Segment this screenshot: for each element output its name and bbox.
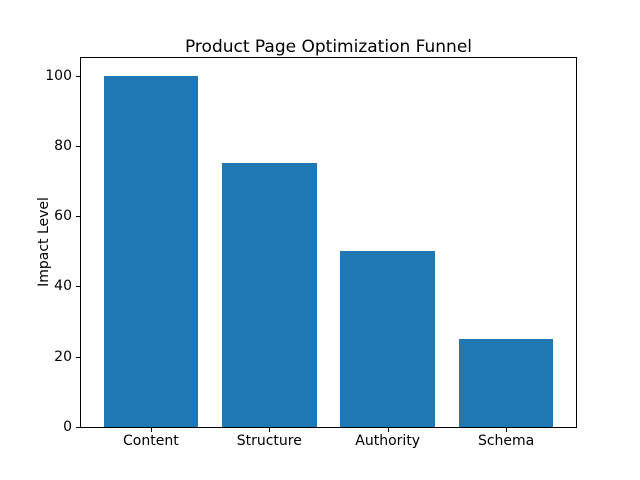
y-tick-mark [76, 145, 80, 147]
y-tick-mark [76, 356, 80, 358]
y-tick-label: 40 [54, 278, 72, 295]
plot-area [80, 57, 577, 428]
y-tick-label: 0 [63, 419, 72, 435]
x-tick-mark [387, 428, 389, 432]
chart-title: Product Page Optimization Funnel [184, 37, 473, 57]
bar-structure [221, 163, 317, 427]
x-tick-mark [150, 428, 152, 432]
y-tick-mark [76, 216, 80, 218]
y-tick-label: 60 [54, 208, 72, 225]
y-tick-mark [76, 427, 80, 428]
bar-content [103, 75, 199, 427]
y-tick-label: 20 [54, 348, 72, 365]
bar-schema [458, 339, 554, 427]
x-tick-label: Structure [236, 433, 302, 449]
x-tick-label: Content [123, 433, 179, 449]
x-tick-label: Authority [355, 433, 421, 449]
y-tick-mark [76, 286, 80, 288]
x-tick-label: Schema [477, 433, 535, 449]
x-tick-mark [269, 428, 271, 432]
y-tick-label: 100 [45, 67, 72, 84]
bar-authority [340, 251, 436, 427]
x-tick-mark [506, 428, 508, 432]
y-tick-label: 80 [54, 137, 72, 154]
y-tick-mark [76, 75, 80, 77]
